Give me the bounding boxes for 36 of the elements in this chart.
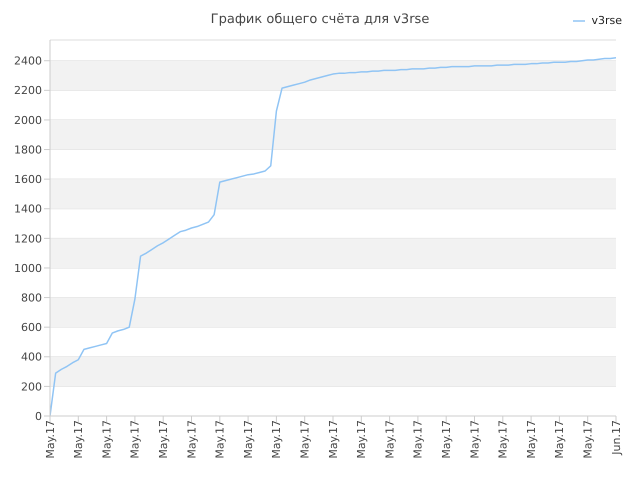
x-tick-label: May.17 bbox=[157, 420, 170, 459]
x-tick-label: May.17 bbox=[100, 420, 114, 459]
y-tick-label: 1800 bbox=[14, 143, 42, 156]
x-tick-label: May.17 bbox=[496, 420, 510, 459]
x-tick-label: May.17 bbox=[440, 420, 454, 459]
x-tick-label: May.17 bbox=[128, 420, 142, 459]
x-tick-label: May.17 bbox=[383, 420, 396, 459]
y-tick-label: 1000 bbox=[14, 262, 42, 275]
y-tick-label: 2400 bbox=[14, 54, 42, 68]
y-tick-label: 1400 bbox=[14, 202, 42, 216]
x-tick-label: May.17 bbox=[298, 420, 312, 459]
x-tick-label: May.17 bbox=[524, 420, 538, 459]
y-tick-label: 2200 bbox=[14, 84, 42, 98]
y-tick-label: 0 bbox=[35, 410, 42, 423]
y-tick-label: 1200 bbox=[14, 232, 42, 246]
x-tick-label: May.17 bbox=[242, 420, 255, 459]
chart-title: График общего счёта для v3rse bbox=[210, 12, 430, 27]
x-tick-label: May.17 bbox=[185, 420, 198, 459]
x-tick-label: May.17 bbox=[44, 420, 57, 459]
x-tick-label: May.17 bbox=[326, 420, 340, 459]
y-tick-label: 200 bbox=[21, 380, 42, 394]
x-tick-label: May.17 bbox=[468, 420, 482, 459]
x-tick-label: May.17 bbox=[582, 420, 595, 459]
x-tick-label: Jun.17 bbox=[610, 420, 623, 456]
x-tick-label: May.17 bbox=[412, 420, 425, 459]
legend-label: v3rse bbox=[590, 14, 622, 27]
y-tick-label: 600 bbox=[21, 321, 42, 334]
y-tick-label: 2000 bbox=[14, 114, 42, 127]
y-tick-label: 400 bbox=[21, 350, 42, 364]
x-tick-label: May.17 bbox=[72, 420, 86, 459]
y-tick-label: 800 bbox=[21, 291, 42, 304]
x-tick-label: May.17 bbox=[270, 420, 284, 459]
x-tick-label: May.17 bbox=[553, 420, 566, 459]
x-tick-label: May.17 bbox=[355, 420, 368, 459]
x-tick-label: May.17 bbox=[214, 420, 227, 459]
y-tick-label: 1600 bbox=[14, 173, 42, 186]
